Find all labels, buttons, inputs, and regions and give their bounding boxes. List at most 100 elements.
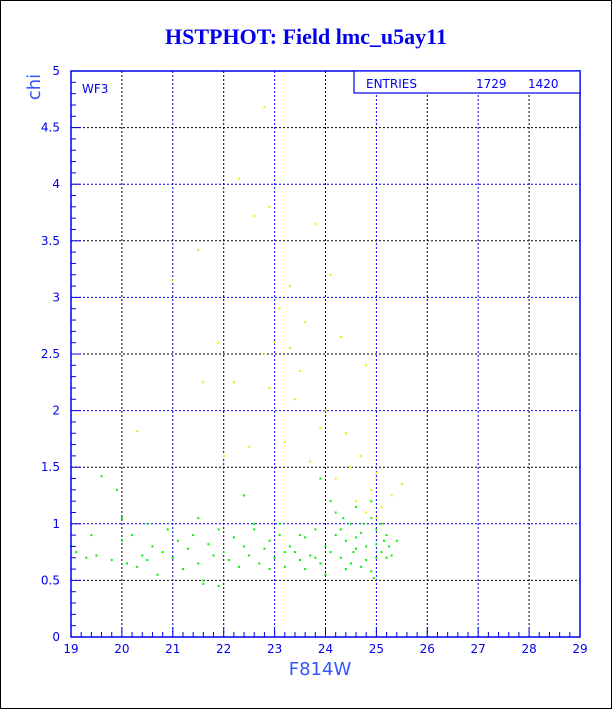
data-point <box>299 369 302 372</box>
data-point <box>171 556 174 559</box>
data-point <box>283 565 286 568</box>
data-point <box>314 528 317 531</box>
data-point <box>125 562 128 565</box>
y-tick-label: 4.5 <box>41 121 60 135</box>
data-point <box>243 545 246 548</box>
data-point <box>166 528 169 531</box>
data-point <box>293 398 296 401</box>
y-tick-label: 2.5 <box>41 347 60 361</box>
data-point <box>309 554 312 557</box>
data-point <box>263 353 266 355</box>
data-point <box>385 534 388 537</box>
data-point <box>288 347 291 350</box>
data-point <box>352 551 355 554</box>
x-tick-label: 26 <box>420 642 435 656</box>
data-point <box>390 554 393 557</box>
y-tick-label: 5 <box>52 64 60 78</box>
data-point <box>146 559 149 562</box>
data-point <box>299 559 302 562</box>
stats-label: ENTRIES <box>366 77 417 91</box>
data-point <box>288 285 291 288</box>
data-point <box>202 582 205 585</box>
data-point <box>293 551 296 554</box>
data-point <box>334 511 337 514</box>
panel-annotation: WF3 <box>82 82 108 96</box>
data-point <box>319 426 322 429</box>
x-tick-label: 22 <box>216 642 231 656</box>
data-point <box>248 445 251 448</box>
data-point <box>110 559 113 562</box>
data-point <box>388 545 391 548</box>
data-point <box>342 517 345 520</box>
data-point <box>85 556 88 559</box>
data-point <box>253 528 256 531</box>
data-point <box>355 547 358 550</box>
data-point <box>141 554 144 557</box>
data-point <box>90 534 93 537</box>
y-tick-labels: 0 0.5 1 1.5 2 2.5 3 3.5 4 4.5 5 <box>41 64 60 644</box>
data-point <box>329 551 332 554</box>
data-point <box>268 568 271 571</box>
data-point <box>370 570 373 573</box>
data-point <box>375 543 378 546</box>
x-tick-label: 24 <box>318 642 333 656</box>
x-tick-label: 29 <box>572 642 587 656</box>
data-point <box>171 279 174 282</box>
data-point <box>156 573 159 576</box>
data-point <box>95 554 98 557</box>
data-point <box>334 534 337 537</box>
data-point <box>283 551 286 554</box>
data-point <box>375 471 378 474</box>
data-point <box>304 568 307 571</box>
x-tick-label: 25 <box>369 642 384 656</box>
data-point <box>273 556 276 559</box>
data-point <box>349 466 352 469</box>
data-point <box>227 559 230 562</box>
data-point <box>385 556 388 559</box>
data-point <box>344 568 347 571</box>
data-point <box>400 483 403 486</box>
data-point <box>100 475 103 478</box>
data-point <box>365 559 368 562</box>
data-point <box>278 307 281 310</box>
data-point <box>383 539 386 542</box>
x-tick-label: 19 <box>63 642 78 656</box>
data-point <box>375 528 378 531</box>
data-point <box>263 547 266 550</box>
stats-value: 1729 <box>476 77 507 91</box>
data-point <box>362 522 365 525</box>
data-point <box>176 539 179 542</box>
data-point <box>370 488 373 491</box>
data-point <box>349 522 352 525</box>
data-point <box>319 562 322 565</box>
data-point <box>365 364 368 367</box>
data-point <box>349 562 352 565</box>
data-point <box>197 248 200 251</box>
data-point <box>299 534 302 537</box>
data-point <box>268 386 271 389</box>
data-point <box>380 551 383 554</box>
data-point <box>324 409 327 412</box>
data-point <box>181 568 184 571</box>
data-point <box>360 531 363 534</box>
data-points <box>70 106 403 588</box>
x-tick-labels: 19 20 21 22 23 24 25 26 27 28 29 <box>63 642 587 656</box>
data-point <box>115 488 118 491</box>
data-point <box>222 551 225 554</box>
y-tick-label: 0 <box>52 630 60 644</box>
data-point <box>329 500 332 503</box>
data-point <box>339 556 342 559</box>
data-point <box>375 517 378 520</box>
data-point <box>120 517 123 520</box>
data-point <box>222 454 225 457</box>
data-point <box>202 579 205 582</box>
data-point <box>324 573 327 576</box>
x-tick-label: 21 <box>165 642 180 656</box>
data-point <box>288 545 291 548</box>
data-point <box>390 494 393 497</box>
data-point <box>372 577 375 580</box>
data-point <box>304 321 307 324</box>
data-point <box>217 341 220 344</box>
data-point <box>232 381 235 384</box>
data-point <box>237 565 240 568</box>
